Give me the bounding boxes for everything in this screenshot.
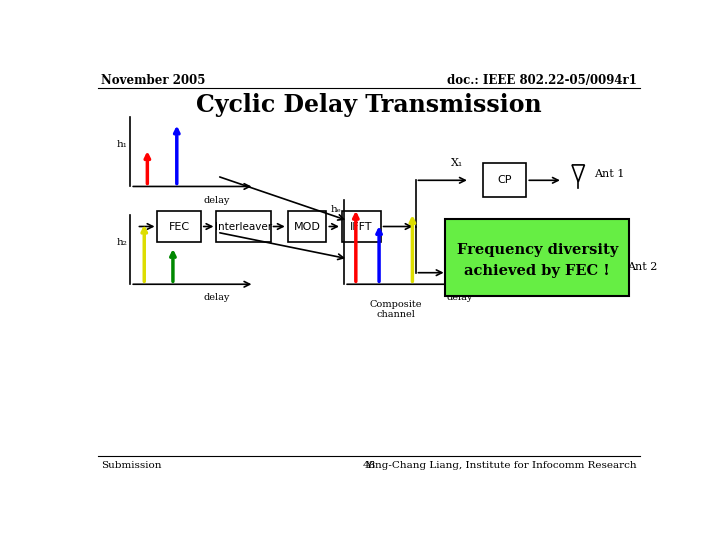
Bar xyxy=(287,211,326,242)
Text: Interleaver: Interleaver xyxy=(215,221,272,232)
Text: delay: delay xyxy=(204,294,230,302)
Text: h₁: h₁ xyxy=(117,140,127,150)
Text: X₁: X₁ xyxy=(451,158,463,168)
Text: X₂: X₂ xyxy=(518,251,530,260)
Text: CP: CP xyxy=(554,268,569,278)
Bar xyxy=(216,211,271,242)
Text: Cyclic Delay Transmission: Cyclic Delay Transmission xyxy=(196,93,542,117)
Text: Cyclic
Delay
T: Cyclic Delay T xyxy=(469,256,500,289)
Text: achieved by FEC !: achieved by FEC ! xyxy=(464,264,610,278)
Text: Ying-Chang Liang, Institute for Infocomm Research: Ying-Chang Liang, Institute for Infocomm… xyxy=(366,461,637,470)
Text: h₂: h₂ xyxy=(117,238,127,247)
Bar xyxy=(158,211,201,242)
Bar xyxy=(461,251,510,294)
Text: CP: CP xyxy=(498,176,512,185)
Text: 48: 48 xyxy=(362,461,376,470)
Text: MOD: MOD xyxy=(294,221,320,232)
Text: Composite
channel: Composite channel xyxy=(369,300,422,319)
Text: Ant 1: Ant 1 xyxy=(594,169,624,179)
Text: delay: delay xyxy=(204,195,230,205)
Text: Submission: Submission xyxy=(101,461,161,470)
Text: doc.: IEEE 802.22-05/0094r1: doc.: IEEE 802.22-05/0094r1 xyxy=(447,73,637,87)
Text: Ant 2: Ant 2 xyxy=(627,261,657,272)
Text: hₑ: hₑ xyxy=(330,205,341,214)
Bar xyxy=(342,211,381,242)
Text: Frequency diversity: Frequency diversity xyxy=(456,242,618,256)
Text: November 2005: November 2005 xyxy=(101,73,205,87)
Bar xyxy=(483,164,526,197)
Bar xyxy=(542,256,580,289)
Text: delay: delay xyxy=(446,294,472,302)
Text: FEC: FEC xyxy=(168,221,189,232)
Bar xyxy=(445,219,629,296)
Text: IFFT: IFFT xyxy=(350,221,372,232)
